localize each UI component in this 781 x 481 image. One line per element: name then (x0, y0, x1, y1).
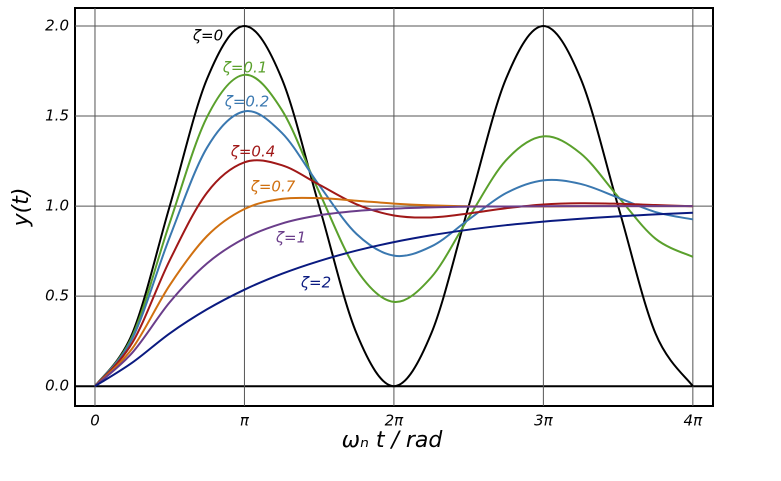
series-line (94, 211, 693, 388)
y-tick-label: 1.0 (45, 197, 69, 215)
series-line (94, 205, 693, 387)
y-tick-label: 0.5 (45, 287, 69, 305)
series-line (94, 159, 693, 387)
series-line (94, 73, 694, 387)
x-tick-label: 3π (534, 412, 554, 430)
x-tick-label: 4π (684, 412, 704, 430)
y-tick-label: 2.0 (45, 17, 69, 35)
series-label: ζ=1 (275, 229, 306, 247)
x-axis-label: ωₙ t / rad (342, 428, 444, 453)
series-label: ζ=0.2 (224, 93, 270, 111)
x-tick-label: π (240, 412, 250, 430)
series-line (94, 110, 694, 387)
y-tick-label: 1.5 (45, 107, 69, 125)
y-axis-label: y(t) (9, 188, 34, 228)
x-tick-label: 0 (90, 412, 100, 430)
y-tick-label: 0.0 (45, 377, 69, 395)
x-tick-label: 2π (385, 412, 405, 430)
series-label: ζ=0.1 (222, 59, 268, 77)
series-label: ζ=2 (300, 274, 331, 292)
series-line (94, 25, 694, 388)
series-label: ζ=0.7 (250, 178, 296, 196)
series-label: ζ=0 (192, 27, 223, 45)
series-label: ζ=0.4 (230, 143, 276, 161)
